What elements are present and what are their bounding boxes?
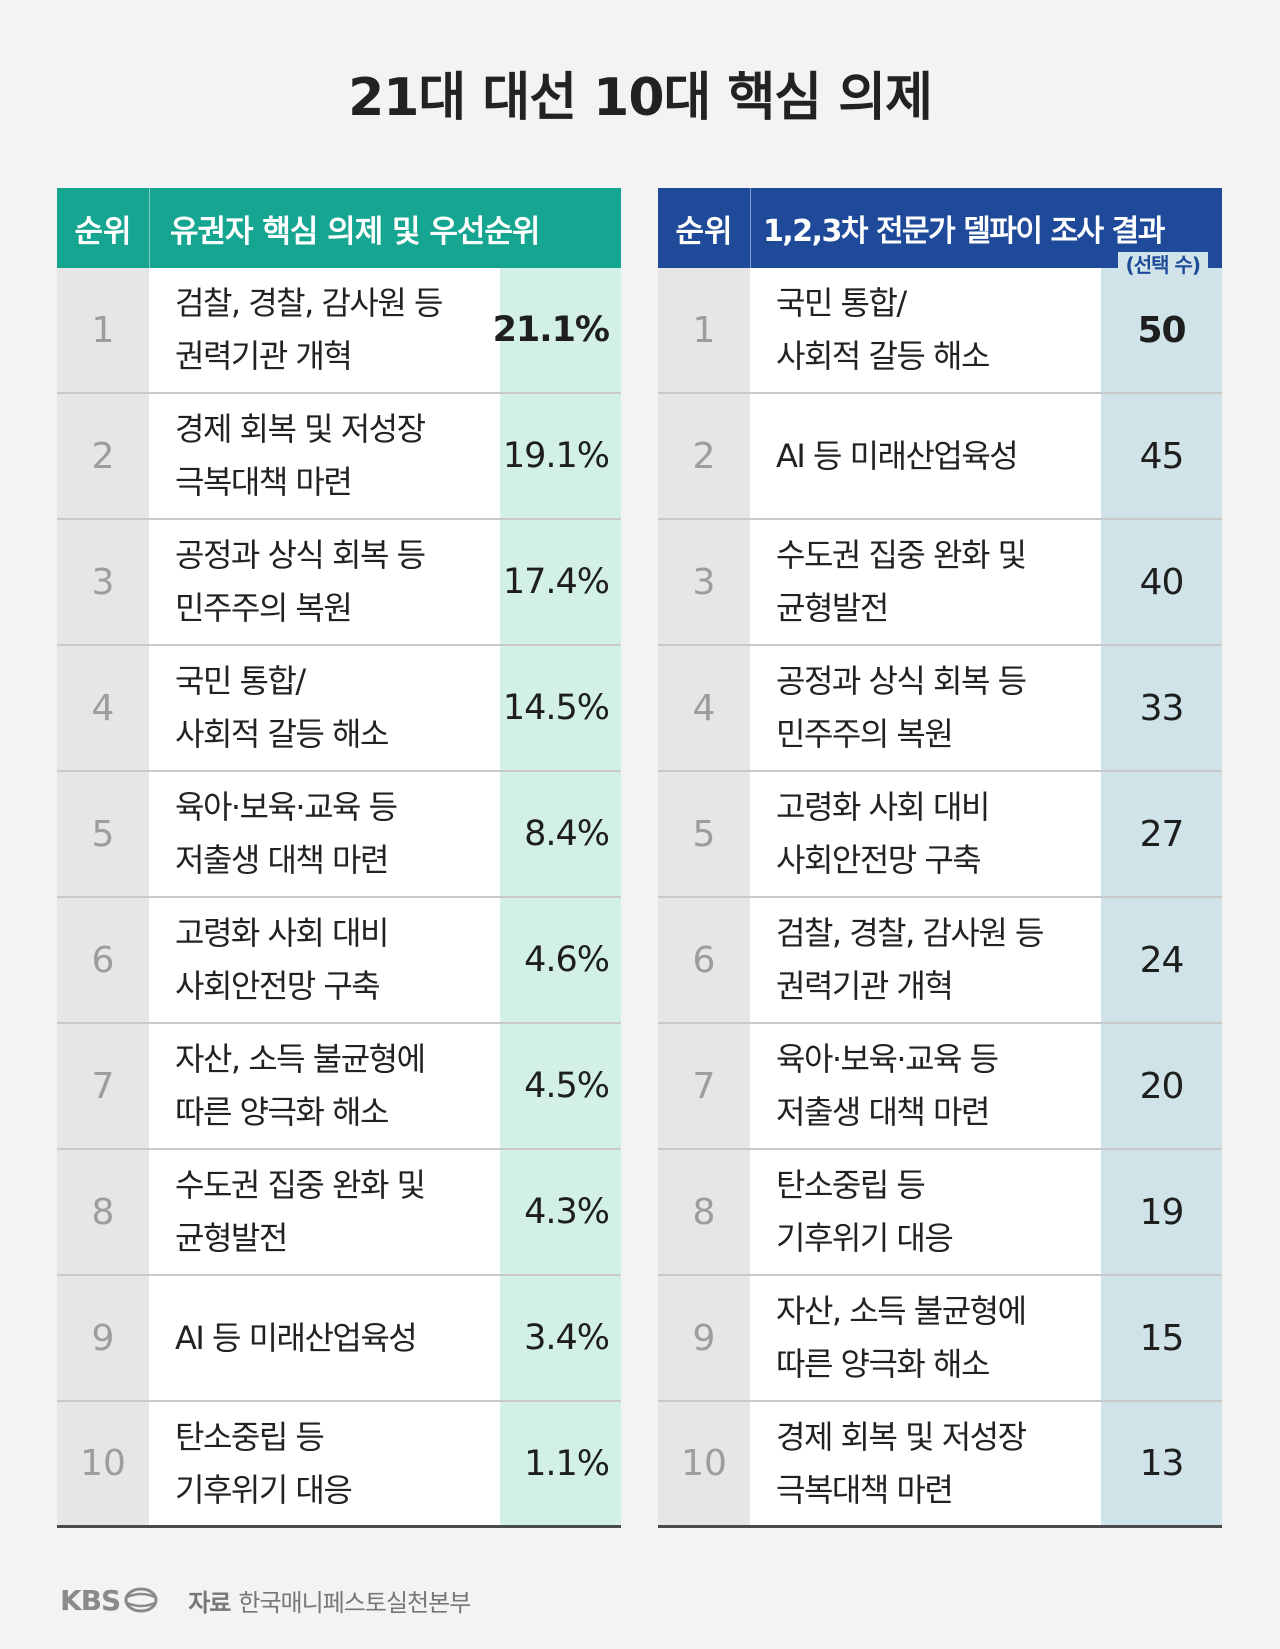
rank-cell: 5 [57, 772, 149, 896]
table-header: 순위 1,2,3차 전문가 델파이 조사 결과 (선택 수) [658, 188, 1222, 278]
value-cell: 24 [1101, 898, 1222, 1022]
issue-cell: 공정과 상식 회복 등 민주주의 복원 [149, 520, 500, 644]
selection-count-label: (선택 수) [1117, 252, 1208, 278]
table-row: 4 국민 통합/ 사회적 갈등 해소 14.5% [57, 646, 621, 772]
table-row: 10 경제 회복 및 저성장 극복대책 마련 13 [658, 1402, 1222, 1528]
table-row: 5 육아·보육·교육 등 저출생 대책 마련 8.4% [57, 772, 621, 898]
rank-cell: 3 [658, 520, 750, 644]
rank-cell: 9 [658, 1276, 750, 1400]
issue-cell: 국민 통합/ 사회적 갈등 해소 [149, 646, 500, 770]
table-row: 8 수도권 집중 완화 및 균형발전 4.3% [57, 1150, 621, 1276]
rank-cell: 10 [57, 1402, 149, 1525]
source-text: 한국매니페스토실천본부 [238, 1588, 471, 1617]
value-cell: 8.4% [500, 772, 621, 896]
rank-cell: 7 [57, 1024, 149, 1148]
table-row: 6 검찰, 경찰, 감사원 등 권력기관 개혁 24 [658, 898, 1222, 1024]
table-row: 3 수도권 집중 완화 및 균형발전 40 [658, 520, 1222, 646]
rank-cell: 6 [658, 898, 750, 1022]
table-row: 7 자산, 소득 불균형에 따른 양극화 해소 4.5% [57, 1024, 621, 1150]
table-row: 10 탄소중립 등 기후위기 대응 1.1% [57, 1402, 621, 1528]
table-row: 6 고령화 사회 대비 사회안전망 구축 4.6% [57, 898, 621, 1024]
value-cell: 14.5% [500, 646, 621, 770]
value-cell: 13 [1101, 1402, 1222, 1525]
value-cell: 19 [1101, 1150, 1222, 1274]
expert-delphi-table: 순위 1,2,3차 전문가 델파이 조사 결과 (선택 수) 1 국민 통합/ 사… [658, 188, 1222, 1528]
value-cell: 4.3% [500, 1150, 621, 1274]
kbs-logo-icon [124, 1587, 158, 1613]
footer: KBS 자료 한국매니페스토실천본부 [60, 1580, 471, 1620]
issue-cell: 육아·보육·교육 등 저출생 대책 마련 [149, 772, 500, 896]
rank-cell: 8 [57, 1150, 149, 1274]
value-cell: 40 [1101, 520, 1222, 644]
rank-cell: 10 [658, 1402, 750, 1525]
rank-cell: 2 [658, 394, 750, 518]
issue-header: 유권자 핵심 의제 및 우선순위 [170, 213, 540, 250]
issue-cell: 탄소중립 등 기후위기 대응 [149, 1402, 500, 1525]
rank-cell: 2 [57, 394, 149, 518]
table-row: 1 국민 통합/ 사회적 갈등 해소 50 [658, 268, 1222, 394]
issue-cell: 자산, 소득 불균형에 따른 양극화 해소 [149, 1024, 500, 1148]
rank-cell: 1 [57, 268, 149, 392]
issue-cell: 국민 통합/ 사회적 갈등 해소 [750, 268, 1101, 392]
source: 자료 한국매니페스토실천본부 [188, 1583, 471, 1618]
issue-cell: 고령화 사회 대비 사회안전망 구축 [750, 772, 1101, 896]
value-cell: 1.1% [500, 1402, 621, 1525]
issue-cell: 자산, 소득 불균형에 따른 양극화 해소 [750, 1276, 1101, 1400]
kbs-logo: KBS [60, 1584, 158, 1617]
value-cell: 21.1% [493, 268, 621, 392]
value-cell: 45 [1101, 394, 1222, 518]
issue-cell: 검찰, 경찰, 감사원 등 권력기관 개혁 [149, 268, 500, 392]
value-cell: 3.4% [500, 1276, 621, 1400]
issue-cell: AI 등 미래산업육성 [750, 394, 1101, 518]
issue-cell: 육아·보육·교육 등 저출생 대책 마련 [750, 1024, 1101, 1148]
table-rows: 1 검찰, 경찰, 감사원 등 권력기관 개혁 21.1% 2 경제 회복 및 저성장 … [57, 268, 621, 1528]
rank-cell: 6 [57, 898, 149, 1022]
rank-cell: 4 [658, 646, 750, 770]
issue-cell: 검찰, 경찰, 감사원 등 권력기관 개혁 [750, 898, 1101, 1022]
rank-cell: 5 [658, 772, 750, 896]
table-header: 순위 유권자 핵심 의제 및 우선순위 [57, 188, 621, 268]
value-cell: 50 [1101, 268, 1222, 392]
issue-cell: 탄소중립 등 기후위기 대응 [750, 1150, 1101, 1274]
table-row: 1 검찰, 경찰, 감사원 등 권력기관 개혁 21.1% [57, 268, 621, 394]
rank-cell: 4 [57, 646, 149, 770]
issue-cell: 수도권 집중 완화 및 균형발전 [750, 520, 1101, 644]
table-row: 2 경제 회복 및 저성장 극복대책 마련 19.1% [57, 394, 621, 520]
value-cell: 4.5% [500, 1024, 621, 1148]
issue-header: 1,2,3차 전문가 델파이 조사 결과 [763, 214, 1165, 249]
voter-issues-table: 순위 유권자 핵심 의제 및 우선순위 1 검찰, 경찰, 감사원 등 권력기관 … [57, 188, 621, 1528]
issue-cell: 경제 회복 및 저성장 극복대책 마련 [149, 394, 500, 518]
value-cell: 17.4% [500, 520, 621, 644]
rank-header: 순위 [57, 188, 150, 268]
rank-cell: 9 [57, 1276, 149, 1400]
rank-cell: 1 [658, 268, 750, 392]
table-row: 9 AI 등 미래산업육성 3.4% [57, 1276, 621, 1402]
table-row: 2 AI 등 미래산업육성 45 [658, 394, 1222, 520]
value-cell: 20 [1101, 1024, 1222, 1148]
rank-cell: 8 [658, 1150, 750, 1274]
logo-text: KBS [60, 1583, 121, 1617]
rank-cell: 7 [658, 1024, 750, 1148]
value-cell: 27 [1101, 772, 1222, 896]
table-row: 9 자산, 소득 불균형에 따른 양극화 해소 15 [658, 1276, 1222, 1402]
issue-cell: 수도권 집중 완화 및 균형발전 [149, 1150, 500, 1274]
table-row: 7 육아·보육·교육 등 저출생 대책 마련 20 [658, 1024, 1222, 1150]
issue-cell: 공정과 상식 회복 등 민주주의 복원 [750, 646, 1101, 770]
value-cell: 15 [1101, 1276, 1222, 1400]
value-cell: 4.6% [500, 898, 621, 1022]
table-rows: 1 국민 통합/ 사회적 갈등 해소 50 2 AI 등 미래산업육성 45 3 수도권 집중… [658, 268, 1222, 1528]
issue-cell: 경제 회복 및 저성장 극복대책 마련 [750, 1402, 1101, 1525]
table-row: 8 탄소중립 등 기후위기 대응 19 [658, 1150, 1222, 1276]
issue-cell: AI 등 미래산업육성 [149, 1276, 500, 1400]
value-cell: 33 [1101, 646, 1222, 770]
rank-cell: 3 [57, 520, 149, 644]
source-label: 자료 [188, 1588, 231, 1617]
value-cell: 19.1% [500, 394, 621, 518]
table-row: 5 고령화 사회 대비 사회안전망 구축 27 [658, 772, 1222, 898]
page-title: 21대 대선 10대 핵심 의제 [348, 68, 933, 128]
issue-cell: 고령화 사회 대비 사회안전망 구축 [149, 898, 500, 1022]
table-row: 4 공정과 상식 회복 등 민주주의 복원 33 [658, 646, 1222, 772]
table-row: 3 공정과 상식 회복 등 민주주의 복원 17.4% [57, 520, 621, 646]
rank-header: 순위 [658, 188, 751, 268]
